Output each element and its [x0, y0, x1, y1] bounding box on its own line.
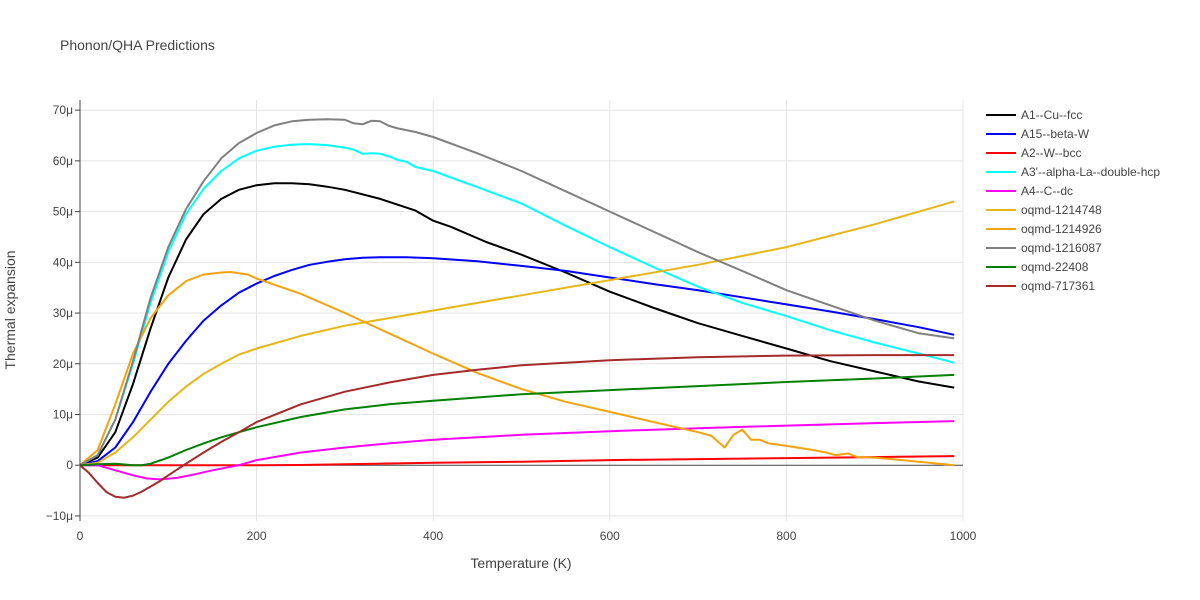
- series-line-A15--beta-W: [79, 256, 955, 467]
- legend-item[interactable]: A4--C--dc: [986, 184, 1073, 198]
- grid: [80, 100, 964, 521]
- legend-item[interactable]: A2--W--bcc: [986, 146, 1081, 160]
- y-tick-label: 60μ: [53, 154, 73, 168]
- series-line-A2--W--bcc: [80, 455, 955, 467]
- ticks: 0 200 400 600 800 1000 −10μ 0 10μ 20μ 30μ 40μ 50μ 60μ…: [46, 103, 977, 543]
- series-line-oqmd-1214748: [79, 200, 955, 467]
- y-axis-title: Thermal expansion: [2, 250, 18, 369]
- y-tick-label: 70μ: [53, 103, 73, 117]
- legend-item[interactable]: oqmd-1216087: [986, 241, 1102, 255]
- x-tick-label: 600: [600, 529, 620, 543]
- legend-label: A15--beta-W: [1021, 127, 1090, 141]
- legend-item[interactable]: A3'--alpha-La--double-hcp: [986, 165, 1160, 179]
- x-tick-label: 200: [247, 529, 267, 543]
- legend-item[interactable]: oqmd-22408: [986, 260, 1089, 274]
- legend-label: oqmd-1216087: [1021, 241, 1102, 255]
- x-axis-title: Temperature (K): [470, 555, 571, 571]
- series-line-A4--C--dc: [80, 420, 955, 481]
- legend-label: A4--C--dc: [1021, 184, 1073, 198]
- series-line-oqmd-717361: [79, 354, 955, 499]
- y-tick-label: 50μ: [53, 205, 73, 219]
- x-tick-label: 0: [77, 529, 84, 543]
- y-tick-label: 0: [66, 458, 73, 472]
- y-tick-label: 20μ: [53, 357, 73, 371]
- legend-label: A1--Cu--fcc: [1021, 108, 1082, 122]
- series-line-oqmd-22408: [79, 373, 955, 467]
- series-line-oqmd-1214926: [79, 271, 955, 467]
- legend-item[interactable]: A1--Cu--fcc: [986, 108, 1082, 122]
- legend-label: oqmd-22408: [1021, 260, 1089, 274]
- series-line-A1--Cu--fcc: [79, 182, 955, 467]
- legend-label: A2--W--bcc: [1021, 146, 1081, 160]
- legend-label: oqmd-717361: [1021, 279, 1095, 293]
- y-tick-label: 30μ: [53, 306, 73, 320]
- legend-item[interactable]: A15--beta-W: [986, 127, 1090, 141]
- x-tick-label: 400: [423, 529, 443, 543]
- legend-item[interactable]: oqmd-1214748: [986, 203, 1102, 217]
- y-tick-label: −10μ: [46, 509, 73, 523]
- legend-label: A3'--alpha-La--double-hcp: [1021, 165, 1160, 179]
- y-tick-label: 40μ: [53, 255, 73, 269]
- y-tick-label: 10μ: [53, 407, 73, 421]
- chart-title: Phonon/QHA Predictions: [60, 37, 215, 53]
- series-layer: [79, 118, 955, 499]
- series-line-oqmd-1216087: [79, 118, 955, 467]
- x-tick-label: 800: [776, 529, 796, 543]
- legend-item[interactable]: oqmd-717361: [986, 279, 1095, 293]
- legend: A1--Cu--fcc A15--beta-W A2--W--bcc A3'--alp…: [986, 108, 1160, 293]
- legend-label: oqmd-1214748: [1021, 203, 1102, 217]
- series-line-A3'--alpha-La--double-hcp: [79, 143, 955, 467]
- legend-label: oqmd-1214926: [1021, 222, 1102, 236]
- x-tick-label: 1000: [950, 529, 977, 543]
- legend-item[interactable]: oqmd-1214926: [986, 222, 1102, 236]
